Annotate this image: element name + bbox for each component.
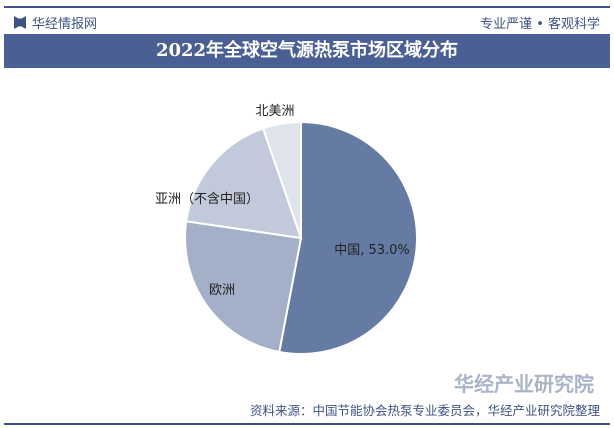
brand-logo-icon	[14, 16, 26, 29]
pie-slice	[184, 220, 303, 354]
slice-label: 亚洲（不含中国）	[155, 191, 259, 207]
slice-label: 欧洲	[209, 283, 235, 298]
brand-name: 华经情报网	[32, 17, 98, 32]
slice-label: 北美洲	[255, 104, 294, 119]
pie-slice	[278, 120, 418, 355]
pie-slice	[261, 120, 302, 239]
slogan: 专业严谨 • 客观科学	[480, 17, 600, 32]
top-rule	[4, 6, 610, 8]
slice-label: 中国, 53.0%	[334, 243, 410, 258]
source-note: 资料来源：中国节能协会热泵专业委员会，华经产业研究院整理	[249, 403, 600, 418]
brand: 华经情报网	[14, 13, 97, 32]
bottom-rule	[4, 423, 610, 425]
chart-title: 2022年全球空气源热泵市场区域分布	[4, 34, 610, 68]
watermark: 华经产业研究院	[454, 372, 594, 396]
